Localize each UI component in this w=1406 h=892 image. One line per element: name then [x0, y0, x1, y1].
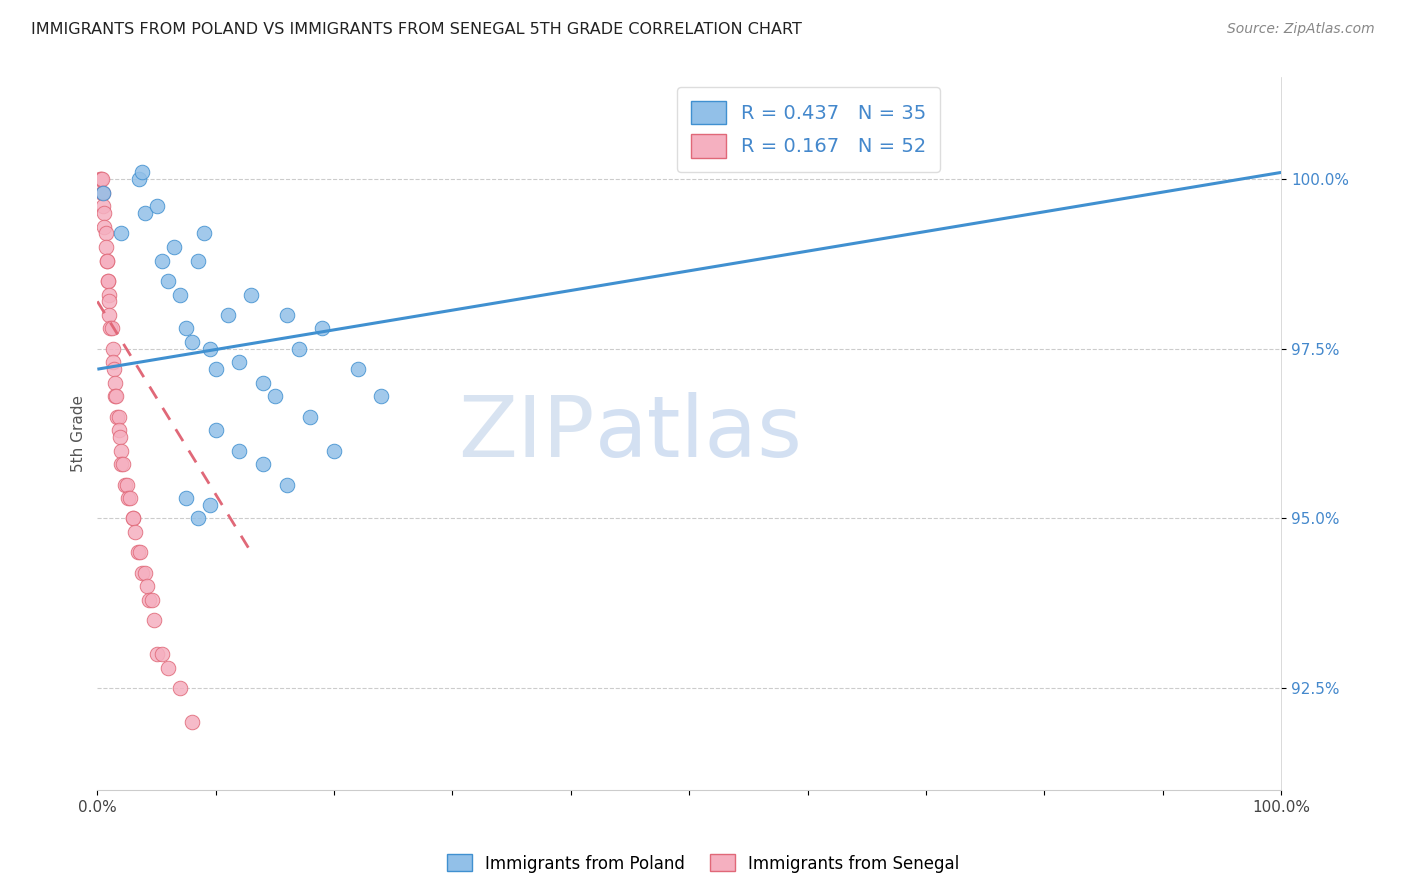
Point	[134, 206, 156, 220]
Point	[110, 457, 132, 471]
Point	[101, 342, 124, 356]
Point	[134, 566, 156, 580]
Point	[91, 172, 114, 186]
Point	[115, 477, 138, 491]
Point	[101, 355, 124, 369]
Point	[228, 355, 250, 369]
Point	[138, 592, 160, 607]
Point	[128, 172, 150, 186]
Point	[174, 321, 197, 335]
Point	[98, 287, 121, 301]
Point	[143, 613, 166, 627]
Point	[181, 334, 204, 349]
Point	[91, 186, 114, 200]
Point	[287, 342, 309, 356]
Point	[198, 342, 221, 356]
Point	[198, 498, 221, 512]
Point	[169, 287, 191, 301]
Point	[163, 240, 186, 254]
Point	[204, 423, 226, 437]
Point	[145, 199, 167, 213]
Point	[131, 165, 153, 179]
Point	[104, 389, 127, 403]
Point	[117, 491, 139, 505]
Legend: Immigrants from Poland, Immigrants from Senegal: Immigrants from Poland, Immigrants from …	[440, 847, 966, 880]
Text: atlas: atlas	[595, 392, 803, 475]
Point	[187, 511, 209, 525]
Point	[107, 409, 129, 424]
Point	[96, 253, 118, 268]
Point	[93, 219, 115, 234]
Point	[217, 308, 239, 322]
Point	[108, 430, 131, 444]
Point	[276, 308, 298, 322]
Point	[181, 714, 204, 729]
Point	[100, 321, 122, 335]
Point	[121, 511, 143, 525]
Point	[104, 376, 127, 390]
Point	[193, 227, 215, 241]
Y-axis label: 5th Grade: 5th Grade	[72, 395, 86, 472]
Text: Source: ZipAtlas.com: Source: ZipAtlas.com	[1227, 22, 1375, 37]
Point	[252, 376, 274, 390]
Text: ZIP: ZIP	[458, 392, 595, 475]
Point	[110, 227, 132, 241]
Point	[127, 545, 149, 559]
Point	[124, 524, 146, 539]
Point	[120, 491, 142, 505]
Point	[152, 253, 174, 268]
Point	[187, 253, 209, 268]
Point	[107, 409, 129, 424]
Point	[103, 362, 125, 376]
Point	[97, 274, 120, 288]
Point	[100, 321, 122, 335]
Point	[91, 186, 114, 200]
Point	[169, 681, 191, 695]
Point	[311, 321, 333, 335]
Point	[141, 592, 163, 607]
Point	[93, 206, 115, 220]
Text: IMMIGRANTS FROM POLAND VS IMMIGRANTS FROM SENEGAL 5TH GRADE CORRELATION CHART: IMMIGRANTS FROM POLAND VS IMMIGRANTS FRO…	[31, 22, 801, 37]
Point	[107, 423, 129, 437]
Point	[346, 362, 368, 376]
Point	[91, 186, 114, 200]
Point	[152, 647, 174, 661]
Point	[131, 566, 153, 580]
Point	[252, 457, 274, 471]
Point	[240, 287, 263, 301]
Point	[114, 477, 136, 491]
Point	[110, 443, 132, 458]
Point	[228, 443, 250, 458]
Point	[94, 227, 117, 241]
Point	[323, 443, 346, 458]
Point	[98, 308, 121, 322]
Point	[105, 389, 128, 403]
Point	[157, 274, 180, 288]
Point	[89, 172, 111, 186]
Point	[204, 362, 226, 376]
Point	[98, 294, 121, 309]
Point	[90, 172, 112, 186]
Point	[264, 389, 287, 403]
Point	[94, 240, 117, 254]
Point	[112, 457, 135, 471]
Point	[97, 274, 120, 288]
Point	[91, 199, 114, 213]
Point	[121, 511, 143, 525]
Point	[299, 409, 322, 424]
Point	[96, 253, 118, 268]
Point	[129, 545, 152, 559]
Point	[157, 661, 180, 675]
Point	[136, 579, 159, 593]
Point	[174, 491, 197, 505]
Point	[276, 477, 298, 491]
Point	[370, 389, 392, 403]
Point	[145, 647, 167, 661]
Legend: R = 0.437   N = 35, R = 0.167   N = 52: R = 0.437 N = 35, R = 0.167 N = 52	[676, 87, 941, 171]
